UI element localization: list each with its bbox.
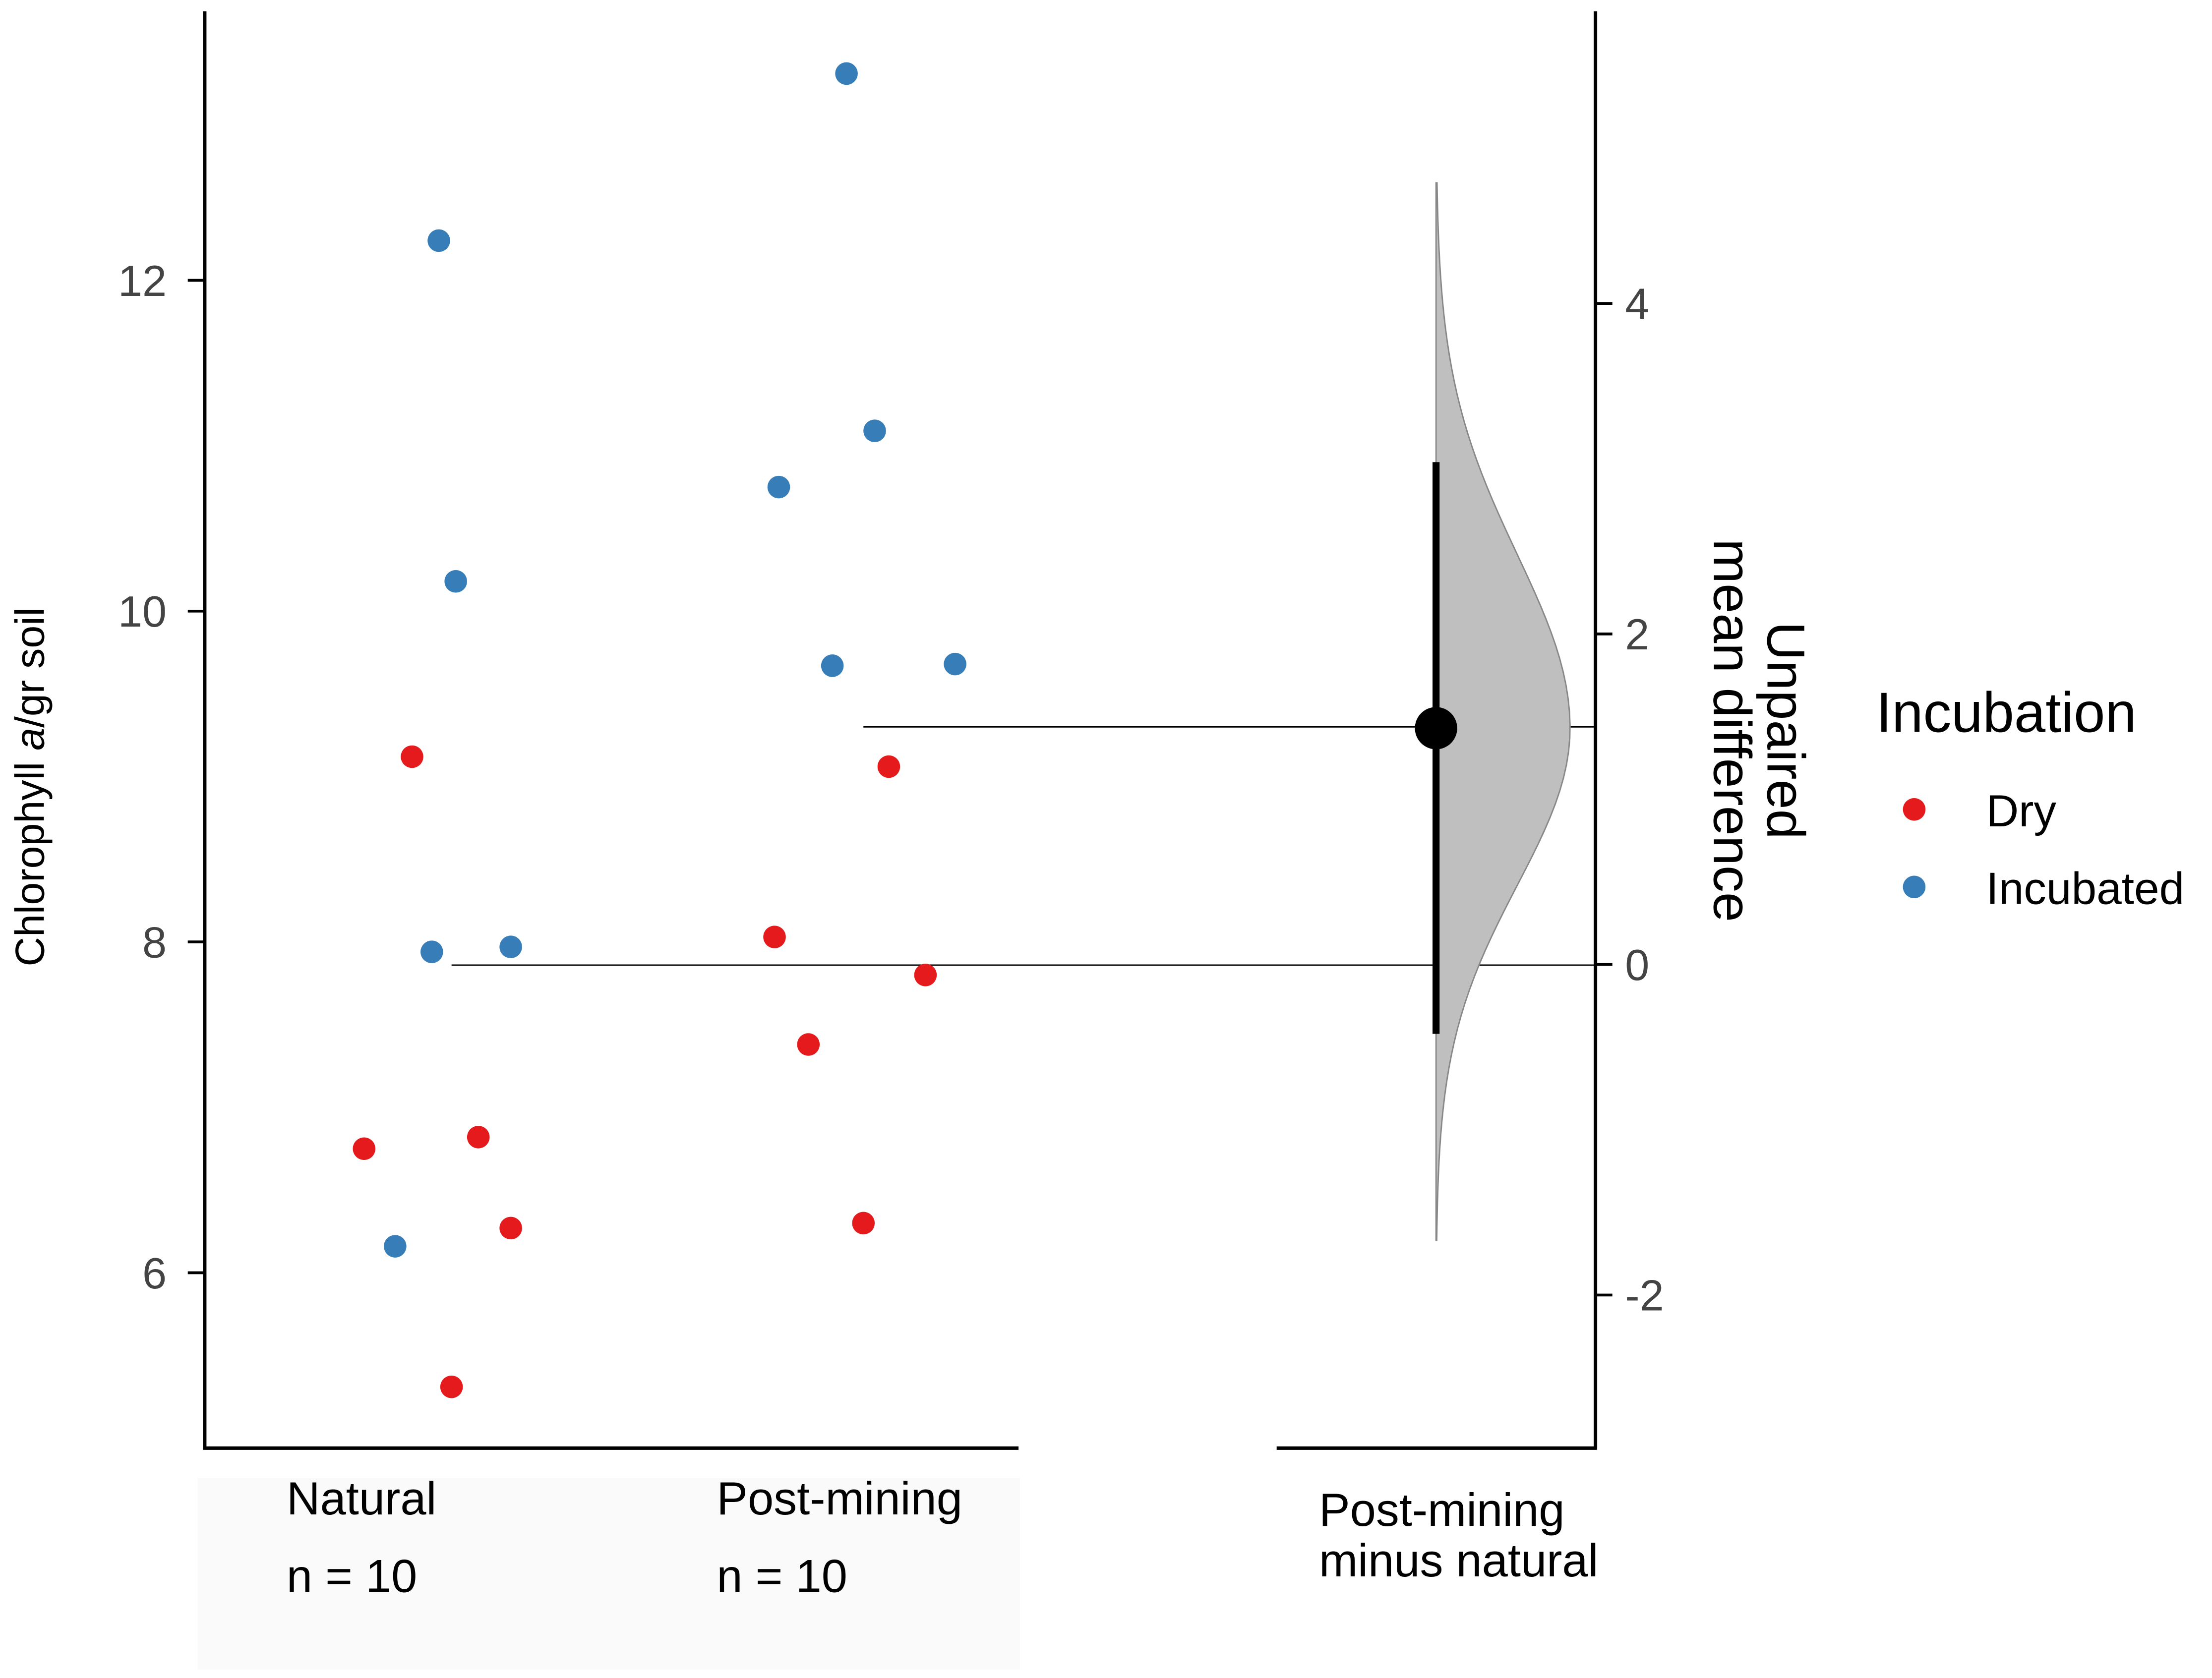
data-point-incubated: [821, 654, 844, 677]
right-tick-label: 2: [1625, 610, 1649, 659]
data-point-dry: [353, 1137, 376, 1160]
data-point-incubated: [384, 1235, 407, 1258]
right-y-axis-label: Unpaired mean difference: [1702, 539, 1816, 922]
data-point-dry: [763, 926, 786, 948]
data-point-dry: [401, 745, 423, 768]
effect-label-line1: Post-mining: [1319, 1484, 1565, 1536]
category-label-background: [197, 1478, 1020, 1670]
data-point-dry: [877, 755, 900, 778]
legend-dot-incubated: [1903, 875, 1926, 898]
left-tick-label: 12: [118, 256, 167, 305]
bootstrap-density: [1435, 182, 1571, 1241]
left-tick-label: 8: [142, 918, 167, 967]
right-y-axis: [1276, 11, 1598, 1450]
left-tick-label: 6: [142, 1249, 167, 1298]
data-point-dry: [797, 1033, 820, 1056]
legend-label-incubated: Incubated: [1986, 864, 2184, 914]
left-y-axis: [203, 11, 1019, 1450]
data-point-incubated: [499, 935, 522, 958]
group-label-post-mining: Post-mining: [717, 1472, 962, 1524]
data-point-incubated: [767, 475, 790, 499]
right-y-label-line1: Unpaired: [1756, 622, 1816, 839]
data-point-incubated: [444, 570, 467, 593]
legend: Incubation Dry Incubated: [1876, 681, 2185, 914]
legend-dot-dry: [1903, 798, 1926, 821]
data-point-incubated: [835, 62, 858, 85]
right-tick-label: -2: [1625, 1271, 1664, 1320]
legend-title: Incubation: [1876, 681, 2137, 744]
group-n-natural: n = 10: [287, 1550, 418, 1602]
group-label-natural: Natural: [287, 1472, 437, 1524]
right-y-label-line2: mean difference: [1702, 539, 1762, 922]
data-point-incubated: [944, 652, 966, 676]
data-point-incubated: [420, 940, 443, 963]
y-axis-label: Chlorophyll a/gr soil: [7, 607, 53, 966]
data-point-incubated: [427, 229, 450, 252]
data-point-dry: [852, 1212, 875, 1235]
right-tick-label: 4: [1625, 279, 1649, 328]
left-tick-label: 10: [118, 587, 167, 636]
right-tick-label: 0: [1625, 940, 1649, 989]
effect-label-line2: minus natural: [1319, 1534, 1598, 1586]
group-n-post-mining: n = 10: [717, 1550, 847, 1602]
data-point-dry: [467, 1126, 490, 1149]
data-point-dry: [440, 1375, 463, 1398]
mean-difference-dot: [1415, 707, 1457, 750]
data-point-incubated: [863, 419, 886, 442]
legend-label-dry: Dry: [1986, 786, 2056, 836]
data-point-dry: [499, 1216, 522, 1240]
data-point-dry: [914, 964, 937, 986]
